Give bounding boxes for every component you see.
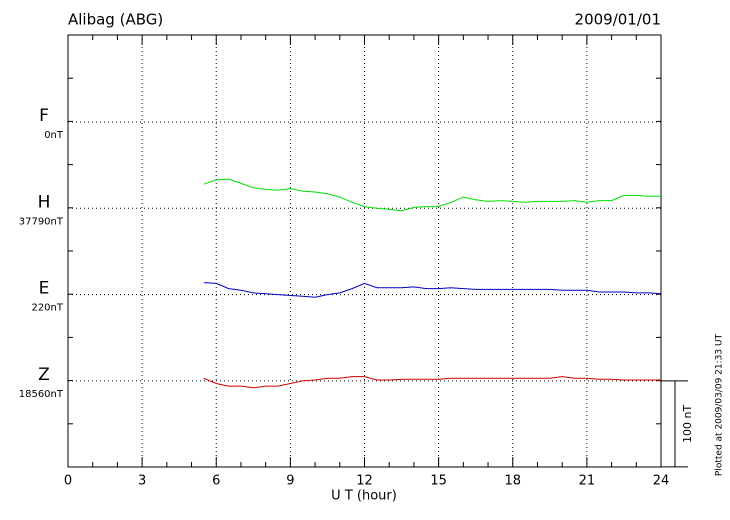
series-name: Z bbox=[38, 365, 50, 385]
series-name: F bbox=[39, 106, 49, 126]
x-tick-label: 18 bbox=[504, 474, 521, 489]
series-baseline-label: 18560nT bbox=[19, 389, 64, 400]
x-tick-label: 15 bbox=[430, 474, 447, 489]
x-axis-label: U T (hour) bbox=[331, 489, 397, 504]
chart-date: 2009/01/01 bbox=[575, 11, 661, 29]
series-baseline-label: 37790nT bbox=[19, 216, 64, 227]
x-tick-label: 6 bbox=[212, 474, 220, 489]
scale-bar-label: 100 nT bbox=[681, 405, 694, 443]
x-tick-label: 9 bbox=[286, 474, 294, 489]
series-name: E bbox=[39, 279, 50, 299]
series-baseline-label: 220nT bbox=[31, 303, 63, 314]
x-tick-label: 12 bbox=[356, 474, 373, 489]
series-baseline-label: 0nT bbox=[44, 130, 64, 141]
series-line bbox=[203, 376, 661, 389]
x-tick-label: 21 bbox=[579, 474, 596, 489]
series-line bbox=[203, 282, 662, 298]
chart-title: Alibag (ABG) bbox=[68, 11, 163, 29]
x-tick-label: 24 bbox=[653, 474, 670, 489]
x-tick-label: 0 bbox=[64, 474, 72, 489]
series-name: H bbox=[38, 192, 51, 212]
plotted-note: Plotted at 2009/03/09 21:33 UT bbox=[715, 333, 725, 476]
series-line bbox=[203, 178, 661, 212]
x-tick-label: 3 bbox=[138, 474, 146, 489]
